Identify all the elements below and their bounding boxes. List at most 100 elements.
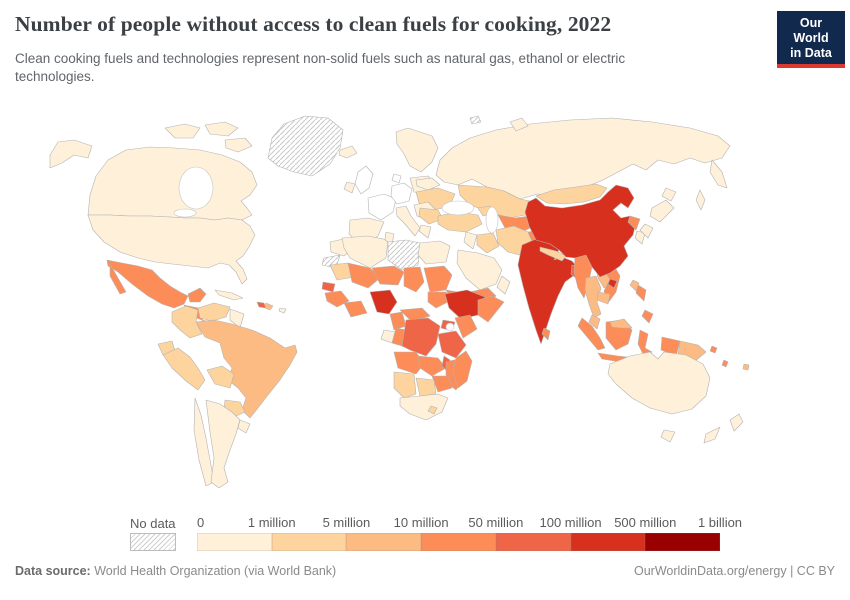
- country-japan-kyushu[interactable]: [639, 223, 654, 239]
- country-sulawesi[interactable]: [637, 329, 653, 357]
- country-algeria[interactable]: [341, 235, 389, 269]
- country-alaska[interactable]: [49, 139, 93, 169]
- country-italy[interactable]: [395, 205, 421, 237]
- country-south-africa[interactable]: [399, 393, 449, 421]
- country-venezuela[interactable]: [197, 302, 231, 322]
- country-romania-bulgaria[interactable]: [418, 207, 444, 225]
- country-denmark[interactable]: [391, 173, 402, 184]
- country-russia-sakhalin[interactable]: [695, 189, 706, 211]
- country-levant[interactable]: [463, 231, 478, 250]
- country-vanuatu[interactable]: [721, 359, 729, 368]
- country-angola[interactable]: [393, 351, 425, 375]
- country-malaysia-peninsula[interactable]: [588, 314, 601, 330]
- country-arctic-islands[interactable]: [164, 123, 201, 139]
- country-madagascar[interactable]: [452, 350, 473, 389]
- country-nepal[interactable]: [539, 246, 567, 262]
- legend-bin-b5[interactable]: [570, 533, 646, 551]
- country-russia-kamchatka[interactable]: [709, 159, 728, 189]
- country-canada[interactable]: [87, 146, 258, 221]
- country-france[interactable]: [367, 193, 397, 221]
- legend-bin-b1[interactable]: [271, 533, 347, 551]
- country-argentina[interactable]: [205, 399, 241, 489]
- country-malaysia-borneo[interactable]: [609, 318, 633, 329]
- country-philippines-mindanao[interactable]: [641, 309, 654, 324]
- country-lesotho[interactable]: [427, 405, 438, 415]
- country-greece[interactable]: [418, 224, 432, 239]
- country-new-zealand-north[interactable]: [729, 413, 744, 432]
- country-niger[interactable]: [371, 265, 405, 286]
- country-senegal[interactable]: [321, 281, 336, 293]
- country-tanzania[interactable]: [437, 330, 467, 359]
- country-puerto-rico[interactable]: [278, 307, 287, 314]
- legend-bin-b6[interactable]: [645, 533, 721, 551]
- owid-logo[interactable]: Our World in Data: [777, 11, 845, 69]
- country-kenya[interactable]: [454, 314, 478, 339]
- country-colombia[interactable]: [171, 305, 203, 339]
- country-guinea-region[interactable]: [324, 290, 350, 308]
- country-saudi-arabia[interactable]: [456, 249, 503, 291]
- country-dr-congo[interactable]: [401, 317, 441, 357]
- country-mexico-baja[interactable]: [109, 263, 127, 295]
- country-zimbabwe[interactable]: [431, 375, 453, 393]
- country-nigeria[interactable]: [369, 289, 398, 315]
- legend-bin-b3[interactable]: [421, 533, 496, 551]
- country-novaya-zemlya[interactable]: [509, 117, 529, 132]
- legend-tick-label: 1 billion: [697, 515, 743, 530]
- country-china-hainan[interactable]: [607, 278, 618, 289]
- country-cuba[interactable]: [214, 289, 244, 301]
- owid-link[interactable]: OurWorldinData.org/energy | CC BY: [633, 564, 835, 578]
- country-belarus[interactable]: [415, 177, 441, 191]
- country-arctic-islands[interactable]: [224, 137, 253, 153]
- country-north-korea[interactable]: [627, 215, 641, 231]
- country-iraq[interactable]: [476, 232, 500, 254]
- country-new-zealand-south[interactable]: [703, 426, 721, 444]
- country-mongolia[interactable]: [535, 183, 608, 205]
- country-brazil[interactable]: [195, 319, 298, 419]
- country-fiji[interactable]: [742, 363, 750, 371]
- country-cameroon[interactable]: [389, 311, 407, 331]
- country-cambodia[interactable]: [596, 291, 611, 305]
- country-ireland[interactable]: [343, 181, 356, 194]
- country-philippines-luzon[interactable]: [635, 284, 647, 302]
- country-oman[interactable]: [496, 275, 511, 295]
- country-uruguay[interactable]: [237, 419, 251, 434]
- country-sudan[interactable]: [423, 265, 453, 293]
- country-zambia[interactable]: [417, 355, 447, 377]
- no-data-swatch[interactable]: [130, 533, 176, 551]
- legend-bin-b4[interactable]: [495, 533, 571, 551]
- country-namibia[interactable]: [393, 371, 417, 399]
- country-arctic-islands[interactable]: [204, 121, 239, 137]
- country-egypt[interactable]: [417, 240, 451, 265]
- country-sumatra[interactable]: [577, 317, 606, 351]
- country-somalia[interactable]: [477, 295, 505, 323]
- country-botswana[interactable]: [415, 377, 437, 397]
- country-solomon-islands[interactable]: [709, 345, 718, 354]
- legend-bin-b2[interactable]: [346, 533, 422, 551]
- country-scandinavia[interactable]: [395, 127, 439, 173]
- country-dominican-republic[interactable]: [264, 302, 274, 311]
- country-peru[interactable]: [162, 347, 206, 391]
- country-mali[interactable]: [347, 262, 381, 289]
- country-usa[interactable]: [87, 214, 256, 285]
- country-svalbard[interactable]: [469, 115, 482, 125]
- country-mexico-yucatan[interactable]: [187, 287, 207, 303]
- country-bolivia[interactable]: [206, 365, 235, 389]
- country-ghana-region[interactable]: [343, 300, 368, 318]
- country-libya[interactable]: [387, 239, 421, 271]
- country-greenland[interactable]: [267, 115, 344, 177]
- country-japan-honshu[interactable]: [649, 199, 675, 223]
- country-thailand[interactable]: [584, 275, 602, 319]
- country-germany[interactable]: [390, 182, 413, 205]
- country-iceland[interactable]: [338, 145, 358, 159]
- country-tasmania[interactable]: [660, 429, 676, 443]
- country-australia[interactable]: [607, 351, 711, 415]
- country-taiwan[interactable]: [629, 279, 640, 292]
- country-chad[interactable]: [403, 266, 425, 293]
- country-sri-lanka[interactable]: [541, 327, 551, 341]
- legend-bin-b0[interactable]: [197, 533, 272, 551]
- country-japan-hokkaido[interactable]: [661, 187, 677, 202]
- country-china[interactable]: [524, 184, 637, 278]
- country-haiti[interactable]: [256, 301, 267, 309]
- country-uk[interactable]: [354, 165, 374, 195]
- country-mexico[interactable]: [106, 259, 189, 309]
